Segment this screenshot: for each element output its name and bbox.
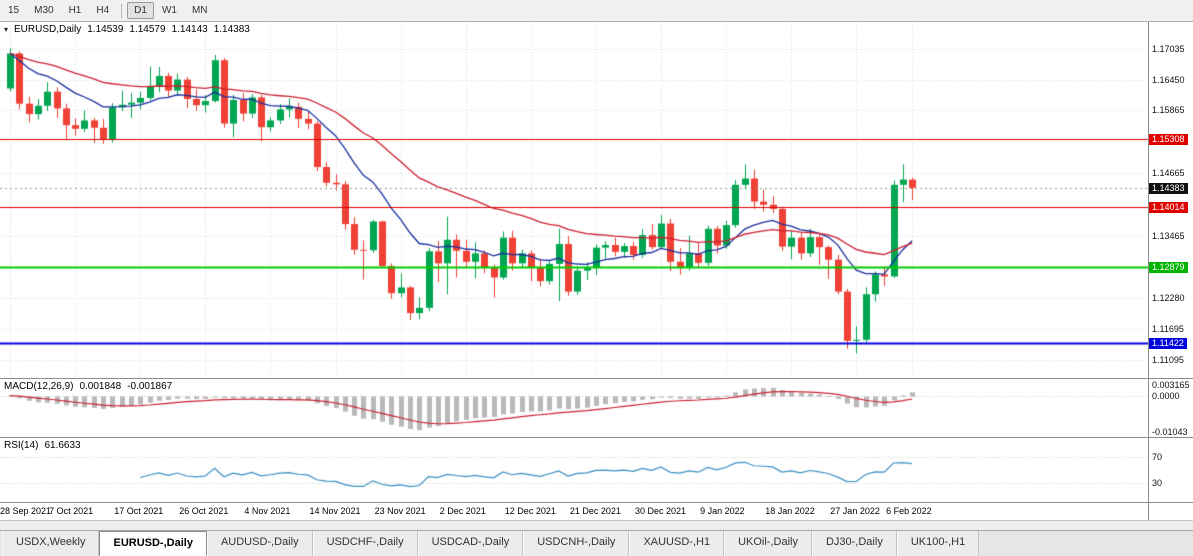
- ohlc-high: 1.14579: [129, 24, 166, 35]
- date-label: 30 Dec 2021: [635, 506, 687, 516]
- timeframe-toolbar: 15 M30 H1 H4 D1 W1 MN: [0, 0, 1193, 22]
- rsi-chart-canvas[interactable]: [0, 438, 1148, 502]
- date-label: 14 Nov 2021: [309, 506, 361, 516]
- date-label: 28 Sep 2021: [0, 506, 52, 516]
- chart-tab-usdcad-daily[interactable]: USDCAD-,Daily: [417, 531, 524, 556]
- macd-value-main: 0.001848: [79, 381, 122, 392]
- chart-tab-ukoil-daily[interactable]: UKOil-,Daily: [724, 531, 812, 556]
- chart-tab-dj30-daily[interactable]: DJ30-,Daily: [811, 531, 897, 556]
- price-badge: 1.12879: [1149, 261, 1188, 273]
- price-chart-canvas[interactable]: [0, 22, 1148, 378]
- rsi-level-label: 30: [1152, 477, 1163, 488]
- rsi-pane: RSI(14) 61.6633 70 30: [0, 437, 1193, 502]
- price-tick-label: 1.17035: [1152, 43, 1185, 54]
- ohlc-open: 1.14539: [87, 24, 124, 35]
- date-label: 4 Nov 2021: [244, 506, 291, 516]
- date-label: 26 Oct 2021: [179, 506, 229, 516]
- macd-plot-area[interactable]: MACD(12,26,9) 0.001848 -0.001867: [0, 379, 1148, 437]
- chart-marker-icon: ▾: [4, 25, 9, 34]
- macd-chart-canvas[interactable]: [0, 379, 1148, 437]
- date-label: 17 Oct 2021: [114, 506, 164, 516]
- timeframe-button-d1[interactable]: D1: [127, 2, 154, 19]
- price-pane: ▾ EURUSD,Daily 1.14539 1.14579 1.14143 1.1438…: [0, 22, 1193, 378]
- date-axis[interactable]: 28 Sep 2021 7 Oct 2021 17 Oct 2021 26 Oct 2…: [0, 503, 1148, 520]
- rsi-level-label: 70: [1152, 452, 1163, 463]
- macd-tick-label: 0.0000: [1152, 390, 1180, 401]
- price-badge: 1.15308: [1149, 134, 1188, 146]
- price-axis[interactable]: 1.17035 1.16450 1.15865 1.14665 1.13465 1.122…: [1148, 22, 1193, 378]
- date-label: 2 Dec 2021: [439, 506, 486, 516]
- ohlc-low: 1.14143: [171, 24, 208, 35]
- price-tick-label: 1.13465: [1152, 230, 1185, 241]
- price-badge: 1.14383: [1149, 182, 1188, 194]
- date-label: 7 Oct 2021: [49, 506, 94, 516]
- date-label: 27 Jan 2022: [830, 506, 880, 516]
- timeframe-button-mn[interactable]: MN: [185, 2, 215, 19]
- chart-tab-xauusd-h1[interactable]: XAUUSD-,H1: [629, 531, 725, 556]
- chart-tab-usdcnh-daily[interactable]: USDCNH-,Daily: [523, 531, 630, 556]
- macd-pane: MACD(12,26,9) 0.001848 -0.001867 0.003165 0…: [0, 378, 1193, 437]
- timeframe-button-h4[interactable]: H4: [89, 2, 116, 19]
- macd-title: MACD(12,26,9) 0.001848 -0.001867: [4, 381, 178, 392]
- chart-tab-usdchf-daily[interactable]: USDCHF-,Daily: [312, 531, 418, 556]
- chart-tab-eurusd-daily[interactable]: EURUSD-,Daily: [99, 531, 207, 556]
- chart-tab-uk100-h1[interactable]: UK100-,H1: [896, 531, 980, 556]
- chart-tab-usdx-weekly[interactable]: USDX,Weekly: [2, 531, 100, 556]
- timeframe-button-h1[interactable]: H1: [62, 2, 89, 19]
- date-label: 18 Jan 2022: [765, 506, 815, 516]
- price-tick-label: 1.15865: [1152, 105, 1185, 116]
- axis-corner: [1148, 503, 1193, 520]
- macd-value-signal: -0.001867: [127, 381, 173, 392]
- toolbar-divider: [121, 3, 123, 18]
- chart-ohlc-title: ▾ EURUSD,Daily 1.14539 1.14579 1.14143 1.1438…: [4, 24, 256, 35]
- price-tick-label: 1.16450: [1152, 74, 1185, 85]
- price-tick-label: 1.14665: [1152, 168, 1185, 179]
- date-label: 12 Dec 2021: [504, 506, 556, 516]
- ohlc-close: 1.14383: [213, 24, 250, 35]
- rsi-value: 61.6633: [44, 440, 81, 451]
- macd-tick-label: -0.01043: [1152, 426, 1188, 437]
- price-badge: 1.14014: [1149, 202, 1188, 214]
- horizontal-scrollbar[interactable]: [0, 520, 1193, 530]
- chart-symbol-period: EURUSD,Daily: [14, 24, 82, 35]
- rsi-title: RSI(14) 61.6633: [4, 440, 87, 451]
- rsi-plot-area[interactable]: RSI(14) 61.6633: [0, 438, 1148, 502]
- date-label: 23 Nov 2021: [374, 506, 426, 516]
- date-label: 9 Jan 2022: [700, 506, 745, 516]
- timeframe-button-w1[interactable]: W1: [155, 2, 184, 19]
- chart-tab-audusd-daily[interactable]: AUDUSD-,Daily: [206, 531, 313, 556]
- chart-tab-bar: USDX,Weekly EURUSD-,Daily AUDUSD-,Daily USD…: [0, 530, 1193, 556]
- timeframe-button-15[interactable]: 15: [1, 2, 26, 19]
- price-tick-label: 1.11695: [1152, 323, 1184, 334]
- rsi-axis[interactable]: 70 30: [1148, 438, 1193, 502]
- macd-axis[interactable]: 0.003165 0.0000 -0.01043: [1148, 379, 1193, 437]
- price-badge: 1.11422: [1149, 337, 1187, 349]
- timeframe-button-m30[interactable]: M30: [27, 2, 60, 19]
- date-label: 21 Dec 2021: [569, 506, 621, 516]
- macd-label: MACD(12,26,9): [4, 381, 74, 392]
- rsi-label: RSI(14): [4, 440, 39, 451]
- price-plot-area[interactable]: ▾ EURUSD,Daily 1.14539 1.14579 1.14143 1.1438…: [0, 22, 1148, 378]
- date-axis-row: 28 Sep 2021 7 Oct 2021 17 Oct 2021 26 Oct 2…: [0, 502, 1193, 520]
- date-label: 6 Feb 2022: [886, 506, 932, 516]
- price-tick-label: 1.11095: [1152, 354, 1184, 365]
- price-tick-label: 1.12280: [1152, 292, 1185, 303]
- macd-tick-label: 0.003165: [1152, 379, 1190, 390]
